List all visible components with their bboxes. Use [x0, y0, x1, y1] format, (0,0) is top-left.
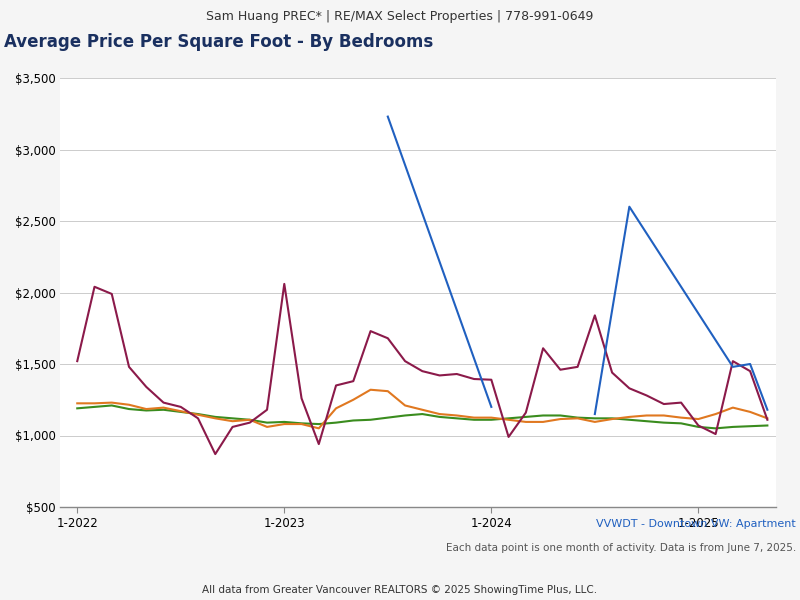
Text: Average Price Per Square Foot - By Bedrooms: Average Price Per Square Foot - By Bedro…	[4, 33, 434, 51]
Legend: 1 Bedroom or Fewer, 2 Bedrooms, 3 Bedrooms, 4 Bedrooms or More: 1 Bedroom or Fewer, 2 Bedrooms, 3 Bedroo…	[116, 0, 634, 2]
Text: Each data point is one month of activity. Data is from June 7, 2025.: Each data point is one month of activity…	[446, 543, 796, 553]
Text: VVWDT - Downtown VW: Apartment: VVWDT - Downtown VW: Apartment	[596, 519, 796, 529]
Text: All data from Greater Vancouver REALTORS © 2025 ShowingTime Plus, LLC.: All data from Greater Vancouver REALTORS…	[202, 585, 598, 595]
Text: Sam Huang PREC* | RE/MAX Select Properties | 778-991-0649: Sam Huang PREC* | RE/MAX Select Properti…	[206, 10, 594, 23]
